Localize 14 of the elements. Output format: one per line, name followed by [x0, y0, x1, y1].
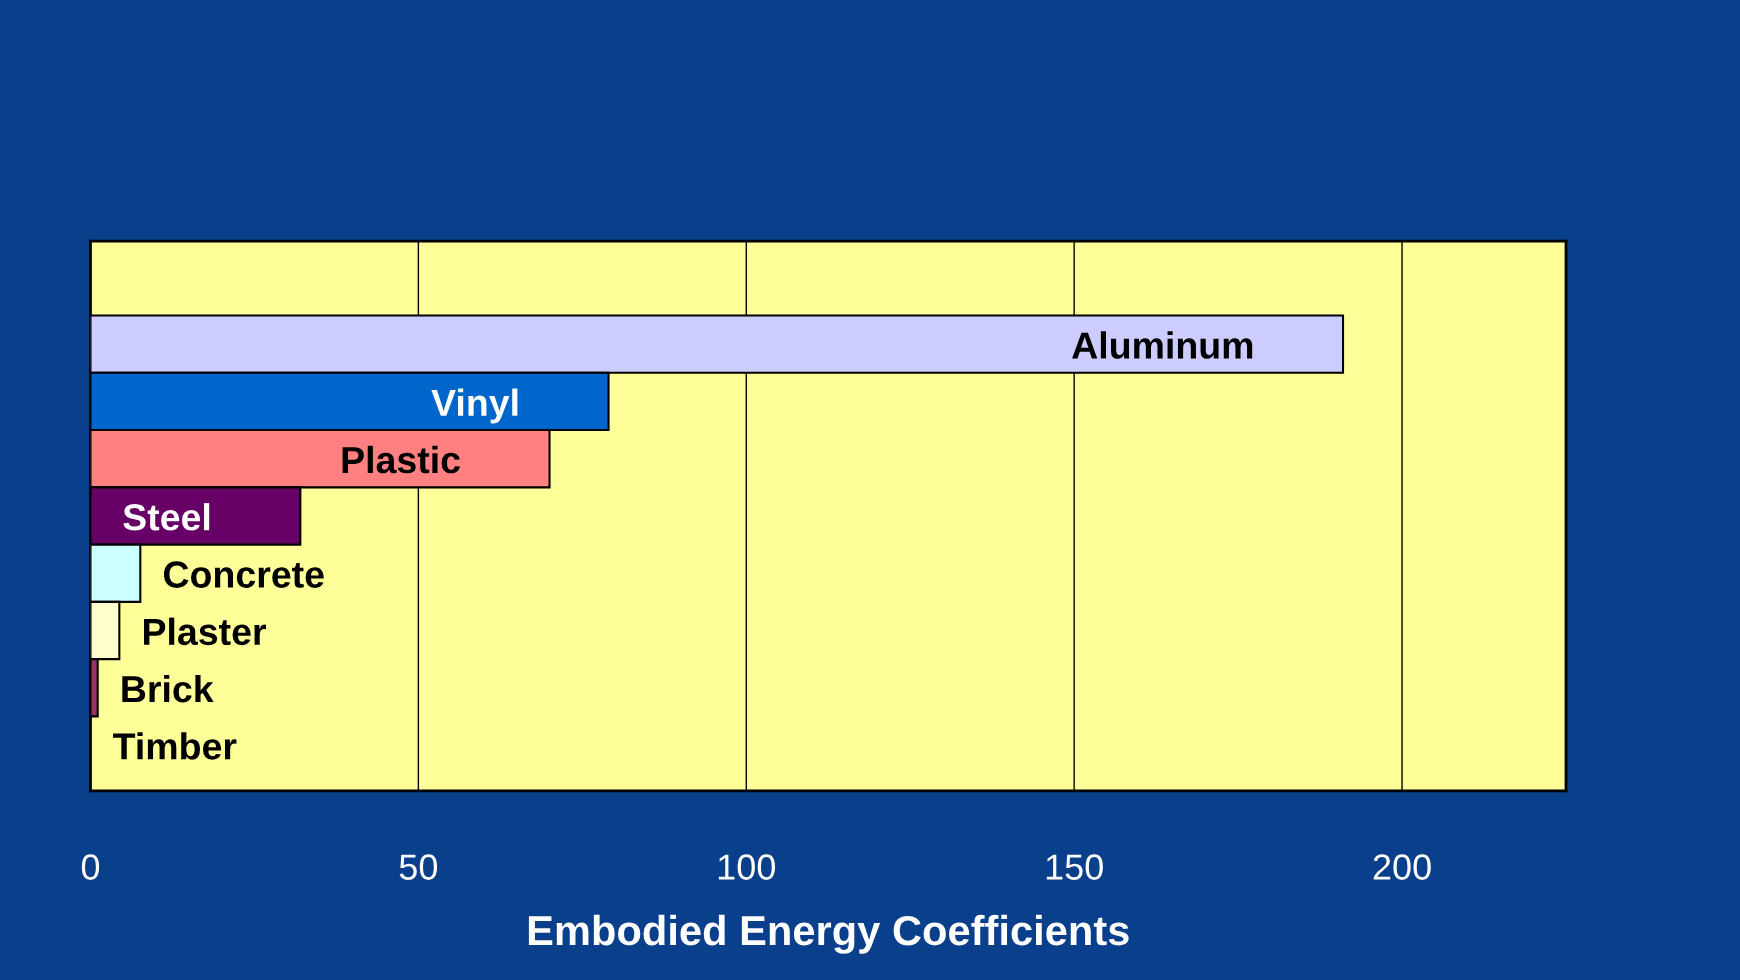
x-tick-label: 50 — [399, 854, 438, 880]
y-tick-label: Plaster — [143, 617, 266, 646]
x-tick-label: 200 — [1373, 854, 1431, 880]
y-tick-label: Plastic — [342, 445, 460, 474]
y-tick-label: Vinyl — [431, 388, 518, 424]
x-tick-label: 150 — [1046, 854, 1103, 880]
x-axis-title: Embodied Energy Coefficients — [528, 914, 1129, 954]
x-tick-label: 0 — [81, 854, 100, 880]
y-tick-label: Steel — [123, 503, 210, 531]
x-tick-label: 100 — [718, 854, 775, 880]
y-tick-label: Timber — [113, 732, 237, 760]
y-tick-label: Aluminum — [1072, 331, 1253, 359]
y-tick-label: Brick — [122, 674, 214, 703]
y-tick-label: Concrete — [163, 561, 324, 588]
